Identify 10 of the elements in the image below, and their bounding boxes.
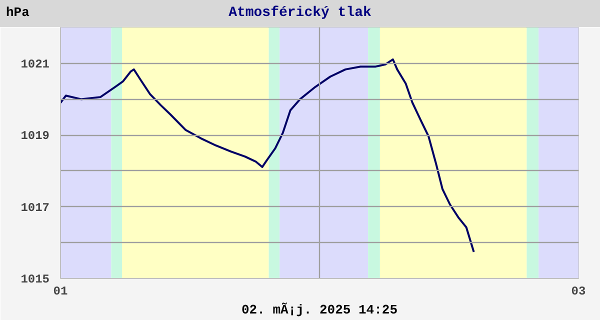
line-series: [60, 58, 475, 253]
chart-title: Atmosférický tlak: [228, 5, 372, 21]
y-axis-title: hPa: [6, 4, 30, 22]
y-tick-label: 1017: [20, 200, 50, 215]
x-tick-label: 03: [571, 284, 586, 298]
y-tick-label: 1021: [20, 57, 50, 72]
y-tick-label: 1019: [20, 129, 50, 144]
x-tick-label: 01: [53, 284, 68, 298]
y-tick-label: 1015: [20, 272, 50, 286]
text: 02. mÃ¡j. 2025 14:25: [241, 302, 398, 318]
